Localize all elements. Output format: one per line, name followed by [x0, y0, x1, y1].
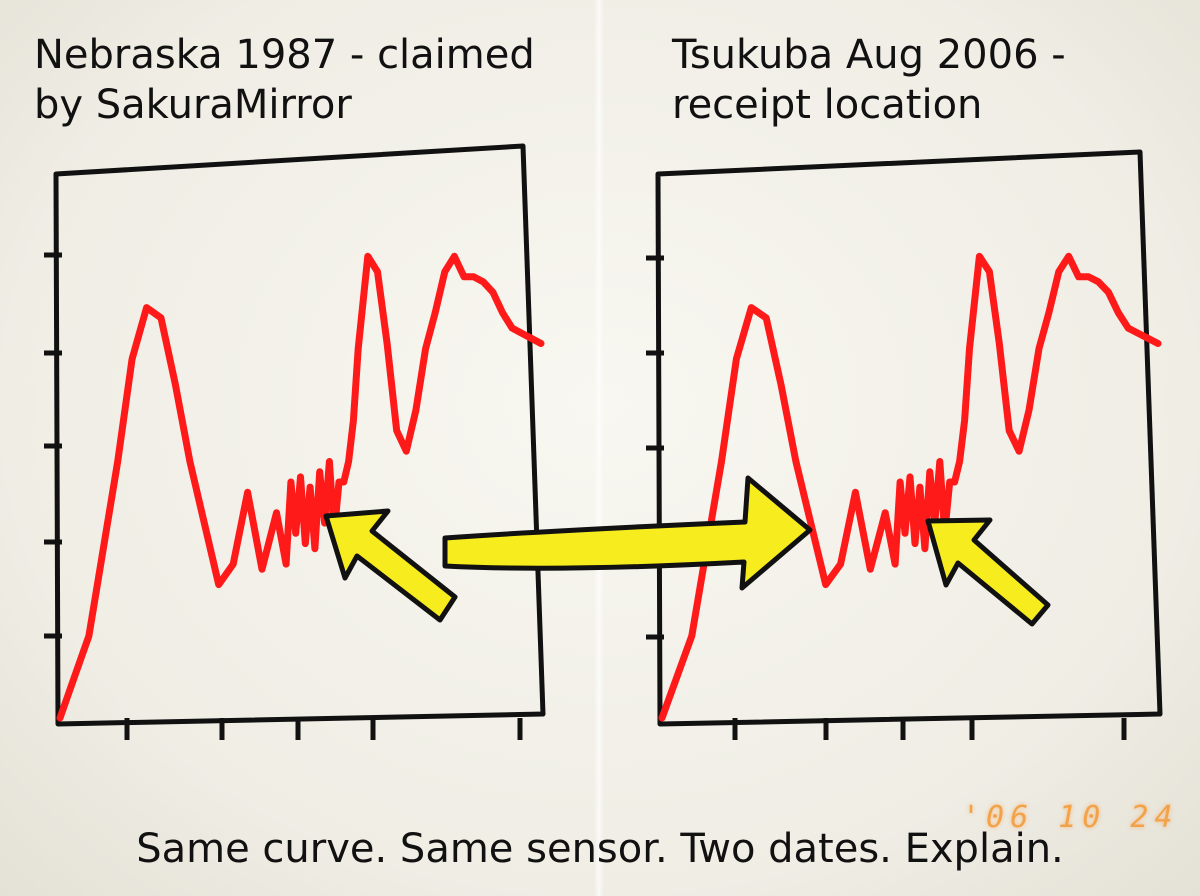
- camera-date-stamp: '06 10 24: [962, 800, 1179, 835]
- left-pointer-arrow: [323, 508, 458, 623]
- right-pointer-arrow: [925, 517, 1051, 627]
- annotation-arrows: [323, 475, 1051, 627]
- data-curve: [658, 252, 1162, 722]
- plot-frame: [53, 143, 546, 727]
- photo-seam: [594, 0, 604, 896]
- left-chart: [44, 143, 546, 740]
- left-panel-title: Nebraska 1987 - claimed by SakuraMirror: [34, 32, 535, 128]
- right-chart: [646, 149, 1163, 740]
- caption: Same curve. Same sensor. Two dates. Expl…: [136, 826, 1064, 872]
- data-curve: [56, 252, 545, 722]
- right-panel-title: Tsukuba Aug 2006 - receipt location: [672, 32, 1066, 128]
- plot-frame: [655, 149, 1163, 727]
- double-headed-arrow: [442, 475, 813, 591]
